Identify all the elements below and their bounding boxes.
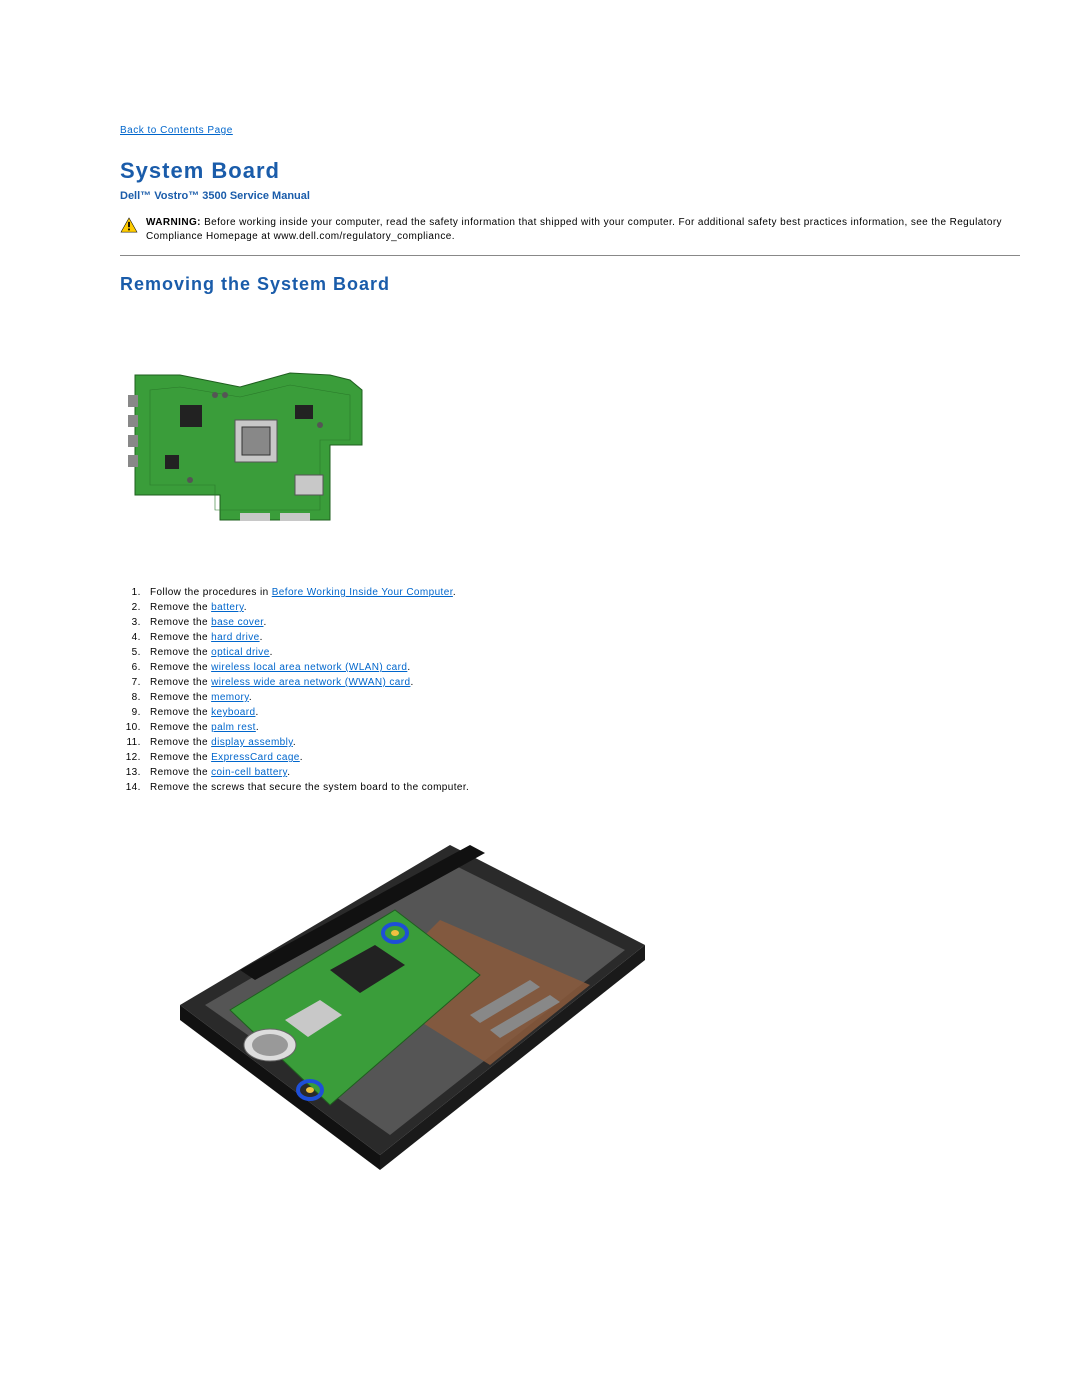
step-prefix: Remove the xyxy=(150,617,211,628)
step-prefix: Remove the xyxy=(150,632,211,643)
step-prefix: Remove the xyxy=(150,767,211,778)
warning-icon xyxy=(120,217,138,233)
step-suffix: . xyxy=(244,602,247,613)
step-link[interactable]: ExpressCard cage xyxy=(211,752,300,763)
step-suffix: . xyxy=(300,752,303,763)
warning-text: WARNING: Before working inside your comp… xyxy=(146,216,1020,243)
step-link[interactable]: display assembly xyxy=(211,737,293,748)
step-link[interactable]: palm rest xyxy=(211,722,256,733)
step-suffix: . xyxy=(249,692,252,703)
figure-board-in-chassis xyxy=(120,815,1020,1175)
step-suffix: . xyxy=(287,767,290,778)
step-item: Remove the memory. xyxy=(144,690,1020,705)
step-prefix: Remove the xyxy=(150,752,211,763)
step-link[interactable]: battery xyxy=(211,602,244,613)
step-suffix: . xyxy=(410,677,413,688)
step-prefix: Follow the procedures in xyxy=(150,587,272,598)
step-item: Remove the base cover. xyxy=(144,615,1020,630)
back-to-contents-link[interactable]: Back to Contents Page xyxy=(120,125,233,136)
step-link[interactable]: Before Working Inside Your Computer xyxy=(272,587,453,598)
manual-subtitle: Dell™ Vostro™ 3500 Service Manual xyxy=(120,190,1020,202)
step-item: Follow the procedures in Before Working … xyxy=(144,585,1020,600)
step-link[interactable]: coin-cell battery xyxy=(211,767,287,778)
step-prefix: Remove the xyxy=(150,662,211,673)
divider xyxy=(120,255,1020,256)
step-link[interactable]: keyboard xyxy=(211,707,255,718)
step-item: Remove the screws that secure the system… xyxy=(144,780,1020,795)
step-suffix: . xyxy=(293,737,296,748)
step-item: Remove the hard drive. xyxy=(144,630,1020,645)
step-prefix: Remove the xyxy=(150,677,211,688)
step-item: Remove the palm rest. xyxy=(144,720,1020,735)
warning-label: WARNING: xyxy=(146,217,201,228)
page-container: Back to Contents Page System Board Dell™… xyxy=(0,0,1080,1275)
steps-list: Follow the procedures in Before Working … xyxy=(120,585,1020,795)
step-link[interactable]: base cover xyxy=(211,617,263,628)
section-heading: Removing the System Board xyxy=(120,274,1020,295)
step-suffix: . xyxy=(270,647,273,658)
warning-body: Before working inside your computer, rea… xyxy=(146,217,1002,242)
step-link[interactable]: wireless local area network (WLAN) card xyxy=(211,662,407,673)
step-prefix: Remove the xyxy=(150,602,211,613)
step-item: Remove the keyboard. xyxy=(144,705,1020,720)
warning-block: WARNING: Before working inside your comp… xyxy=(120,216,1020,255)
page-title: System Board xyxy=(120,158,1020,184)
step-item: Remove the wireless local area network (… xyxy=(144,660,1020,675)
step-item: Remove the coin-cell battery. xyxy=(144,765,1020,780)
step-prefix: Remove the xyxy=(150,647,211,658)
figure-system-board xyxy=(120,325,1020,525)
step-link[interactable]: wireless wide area network (WWAN) card xyxy=(211,677,410,688)
step-prefix: Remove the screws that secure the system… xyxy=(150,782,469,793)
step-prefix: Remove the xyxy=(150,707,211,718)
step-suffix: . xyxy=(453,587,456,598)
step-item: Remove the wireless wide area network (W… xyxy=(144,675,1020,690)
step-item: Remove the optical drive. xyxy=(144,645,1020,660)
step-link[interactable]: hard drive xyxy=(211,632,259,643)
step-prefix: Remove the xyxy=(150,737,211,748)
step-link[interactable]: memory xyxy=(211,692,249,703)
step-suffix: . xyxy=(263,617,266,628)
step-link[interactable]: optical drive xyxy=(211,647,270,658)
step-suffix: . xyxy=(260,632,263,643)
step-item: Remove the display assembly. xyxy=(144,735,1020,750)
step-prefix: Remove the xyxy=(150,722,211,733)
step-prefix: Remove the xyxy=(150,692,211,703)
step-suffix: . xyxy=(407,662,410,673)
step-suffix: . xyxy=(255,707,258,718)
step-item: Remove the battery. xyxy=(144,600,1020,615)
step-suffix: . xyxy=(256,722,259,733)
step-item: Remove the ExpressCard cage. xyxy=(144,750,1020,765)
